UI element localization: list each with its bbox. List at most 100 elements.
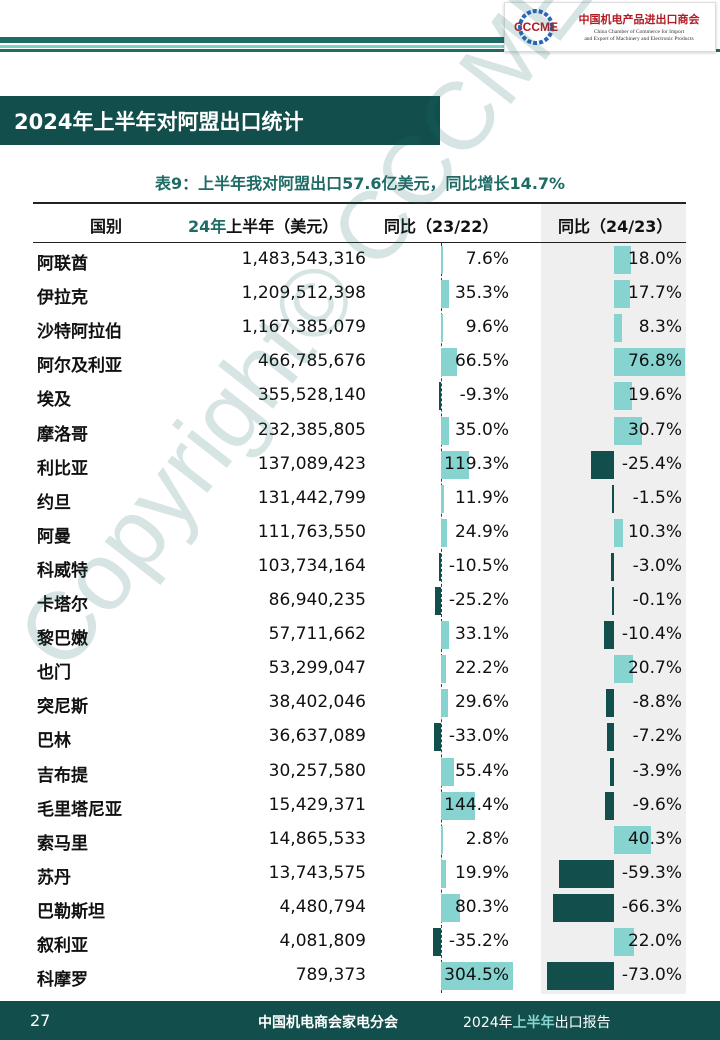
export-value: 1,209,512,398 bbox=[241, 283, 366, 304]
page-number: 27 bbox=[30, 1011, 51, 1030]
yoy-2322-bar bbox=[441, 689, 448, 718]
yoy-2322-bar bbox=[441, 450, 470, 479]
table-row: 阿曼 111,763,550 24.9% 10.3% bbox=[33, 516, 686, 550]
yoy-2423-bar bbox=[611, 552, 614, 581]
export-value: 13,743,575 bbox=[268, 862, 366, 883]
header-yoy-2322: 同比（23/22） bbox=[384, 217, 499, 236]
table-row: 阿尔及利亚 466,785,676 66.5% 76.8% bbox=[33, 345, 686, 379]
yoy-2423-bar bbox=[614, 280, 631, 309]
export-value: 466,785,676 bbox=[257, 351, 366, 372]
header-value: 24年上半年（美元） bbox=[188, 213, 338, 237]
country-name: 科威特 bbox=[37, 560, 88, 581]
country-name: 卡塔尔 bbox=[37, 595, 88, 615]
table-row: 利比亚 137,089,423 119.3% -25.4% bbox=[33, 448, 686, 482]
yoy-2423-bar bbox=[614, 928, 635, 956]
yoy-2322-value: -9.3% bbox=[459, 385, 509, 406]
yoy-2322-value: 35.0% bbox=[454, 419, 509, 440]
yoy-2322-value: -10.5% bbox=[448, 555, 509, 576]
yoy-2423-value: -8.8% bbox=[632, 692, 682, 713]
yoy-2423-bar bbox=[614, 348, 685, 377]
header-value-rest: 上半年（美元） bbox=[226, 217, 339, 236]
country-name: 埃及 bbox=[37, 390, 71, 411]
yoy-2423-value: 20.7% bbox=[627, 658, 682, 679]
yoy-2423-value: -59.3% bbox=[621, 862, 682, 883]
footer-report-title: 2024年上半年出口报告 bbox=[463, 1012, 611, 1032]
export-value: 789,373 bbox=[295, 965, 366, 986]
table-header-row: 国别 24年上半年（美元） 同比（23/22） 同比（24/23） bbox=[33, 204, 686, 242]
yoy-2423-bar bbox=[553, 893, 614, 922]
table-row: 埃及 355,528,140 -9.3% 19.6% bbox=[33, 379, 686, 413]
table-caption: 表9：上半年我对阿盟出口57.6亿美元，同比增长14.7% bbox=[154, 174, 566, 193]
yoy-2423-bar bbox=[614, 314, 622, 343]
yoy-2322-bar bbox=[441, 757, 455, 786]
yoy-2423-bar bbox=[612, 587, 614, 615]
yoy-2423-bar bbox=[614, 416, 643, 445]
table-row: 科威特 103,734,164 -10.5% -3.0% bbox=[33, 550, 686, 584]
yoy-2322-bar bbox=[438, 552, 441, 581]
country-name: 巴勒斯坦 bbox=[37, 901, 105, 922]
country-name: 阿曼 bbox=[37, 526, 71, 547]
page-footer: 27 中国机电商会家电分会 2024年上半年出口报告 bbox=[0, 1001, 720, 1040]
export-value: 137,089,423 bbox=[257, 453, 366, 474]
header-yoy-2423: 同比（24/23） bbox=[558, 217, 673, 236]
country-name: 吉布提 bbox=[37, 765, 88, 786]
yoy-2322-bar bbox=[441, 791, 475, 820]
yoy-2322-bar bbox=[441, 484, 444, 513]
footer-report-highlight: 上半年 bbox=[512, 1015, 555, 1031]
yoy-2322-bar bbox=[441, 655, 447, 684]
table-row: 巴林 36,637,089 -33.0% -7.2% bbox=[33, 720, 686, 754]
export-value: 30,257,580 bbox=[268, 760, 366, 781]
table-row: 伊拉克 1,209,512,398 35.3% 17.7% bbox=[33, 277, 686, 311]
table-header-rule bbox=[33, 242, 686, 243]
yoy-2423-bar bbox=[607, 723, 614, 752]
country-name: 阿尔及利亚 bbox=[37, 356, 122, 377]
yoy-2423-value: -1.5% bbox=[632, 487, 682, 508]
yoy-2322-bar bbox=[441, 314, 444, 343]
yoy-2322-value: 35.3% bbox=[454, 283, 509, 304]
export-value: 1,167,385,079 bbox=[241, 317, 366, 338]
export-value: 111,763,550 bbox=[257, 521, 366, 542]
export-value: 53,299,047 bbox=[268, 658, 366, 679]
export-value: 355,528,140 bbox=[257, 385, 366, 406]
country-name: 科摩罗 bbox=[37, 970, 88, 991]
yoy-2423-bar bbox=[546, 962, 614, 991]
export-value: 103,734,164 bbox=[257, 555, 366, 576]
yoy-2423-bar bbox=[614, 518, 624, 547]
table-row: 毛里塔尼亚 15,429,371 144.4% -9.6% bbox=[33, 789, 686, 823]
yoy-2423-value: -73.0% bbox=[621, 965, 682, 986]
country-name: 索马里 bbox=[37, 833, 88, 854]
export-value: 4,081,809 bbox=[279, 931, 366, 951]
yoy-2322-bar bbox=[441, 825, 443, 854]
country-name: 黎巴嫩 bbox=[37, 629, 88, 650]
yoy-2423-value: 17.7% bbox=[627, 283, 682, 304]
yoy-2322-bar bbox=[441, 348, 457, 377]
svg-text:CCCME: CCCME bbox=[514, 20, 558, 34]
header-stripe-bottom bbox=[0, 49, 720, 52]
country-name: 巴林 bbox=[37, 731, 71, 752]
yoy-2423-bar bbox=[590, 450, 614, 479]
yoy-2423-bar bbox=[614, 246, 631, 274]
country-name: 沙特阿拉伯 bbox=[37, 322, 122, 343]
yoy-2322-bar bbox=[438, 382, 441, 411]
export-value: 38,402,046 bbox=[268, 692, 366, 713]
header-value-accent: 24年 bbox=[188, 217, 227, 236]
yoy-2322-value: 29.6% bbox=[454, 692, 509, 713]
yoy-2322-value: 19.9% bbox=[454, 862, 509, 883]
yoy-2423-bar bbox=[610, 757, 614, 786]
yoy-2423-bar bbox=[559, 859, 614, 888]
table-row: 科摩罗 789,373 304.5% -73.0% bbox=[33, 959, 686, 993]
yoy-2423-value: 76.8% bbox=[627, 351, 682, 372]
yoy-2423-value: -10.4% bbox=[621, 624, 682, 645]
yoy-2322-bar bbox=[433, 723, 441, 752]
section-title: 2024年上半年对阿盟出口统计 bbox=[0, 96, 440, 145]
header-stripe-dark bbox=[0, 37, 520, 43]
yoy-2423-bar bbox=[604, 621, 614, 650]
yoy-2322-value: -35.2% bbox=[448, 931, 509, 951]
yoy-2423-value: -25.4% bbox=[621, 453, 682, 474]
export-value: 36,637,089 bbox=[268, 726, 366, 747]
table-row: 阿联酋 1,483,543,316 7.6% 18.0% bbox=[33, 243, 686, 277]
yoy-2322-value: 119.3% bbox=[444, 453, 509, 474]
yoy-2423-value: 40.3% bbox=[627, 828, 682, 849]
yoy-2322-value: -33.0% bbox=[448, 726, 509, 747]
yoy-2423-bar bbox=[605, 791, 614, 820]
